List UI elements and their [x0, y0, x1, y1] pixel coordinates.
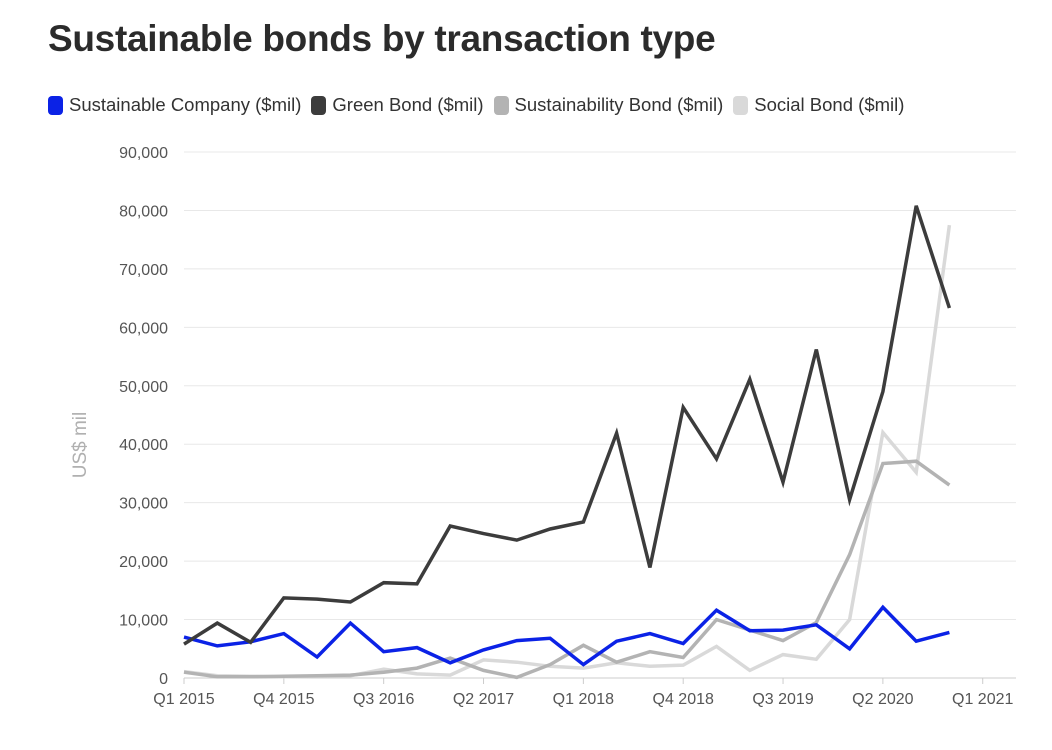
y-tick-label: 40,000: [119, 437, 168, 454]
y-axis-ticks: 0 10,000 20,000 30,000 40,000 50,000 60,000 70,…: [119, 145, 168, 688]
x-tick-label: Q4 2018: [653, 691, 714, 708]
y-tick-label: 10,000: [119, 613, 168, 630]
legend-item-green-bond[interactable]: Green Bond ($mil): [311, 94, 484, 116]
x-tick-label: Q1 2021: [952, 691, 1013, 708]
series-lines: [183, 205, 952, 680]
legend: Sustainable Company ($mil) Green Bond ($…: [48, 94, 914, 116]
legend-item-sustainable-company[interactable]: Sustainable Company ($mil): [48, 94, 301, 116]
x-tick-label: Q2 2020: [852, 691, 913, 708]
legend-swatch-social-bond: [733, 95, 749, 115]
legend-label-green-bond: Green Bond ($mil): [332, 94, 484, 115]
x-tick-label: Q2 2017: [453, 691, 514, 708]
legend-label-social-bond: Social Bond ($mil): [754, 94, 905, 115]
legend-swatch-sustainability-bond: [493, 95, 509, 115]
y-tick-label: 90,000: [119, 145, 168, 162]
y-tick-label: 50,000: [119, 379, 168, 396]
series-line-green-bond: [183, 205, 952, 646]
legend-label-sustainability-bond: Sustainability Bond ($mil): [514, 94, 724, 115]
series-line-sustainability-bond: [183, 459, 951, 680]
x-tick-label: Q1 2018: [553, 691, 614, 708]
x-tick-label: Q3 2016: [353, 691, 414, 708]
series-line-social-bond: [183, 224, 952, 679]
x-tick-label: Q3 2019: [752, 691, 813, 708]
y-tick-label: 70,000: [119, 262, 168, 279]
legend-item-sustainability-bond[interactable]: Sustainability Bond ($mil): [493, 94, 724, 116]
x-tick-label: Q1 2015: [153, 691, 214, 708]
chart-title: Sustainable bonds by transaction type: [48, 18, 716, 59]
y-tick-label: 0: [159, 671, 168, 688]
gridlines: [184, 151, 1016, 679]
legend-item-social-bond[interactable]: Social Bond ($mil): [733, 94, 904, 116]
series-line-sustainable-company: [183, 604, 950, 667]
legend-swatch-sustainable-company: [48, 95, 63, 115]
x-axis-ticks: Q1 2015 Q4 2015 Q3 2016 Q2 2017 Q1 2018 Q4 20…: [153, 678, 1014, 708]
y-tick-label: 80,000: [119, 203, 168, 220]
y-tick-label: 20,000: [119, 554, 168, 571]
y-axis-label: US$ mil: [70, 412, 91, 479]
legend-label-sustainable-company: Sustainable Company ($mil): [69, 94, 302, 115]
y-tick-label: 60,000: [119, 320, 168, 337]
y-tick-label: 30,000: [119, 496, 168, 513]
legend-swatch-green-bond: [311, 95, 327, 115]
x-tick-label: Q4 2015: [253, 691, 314, 708]
